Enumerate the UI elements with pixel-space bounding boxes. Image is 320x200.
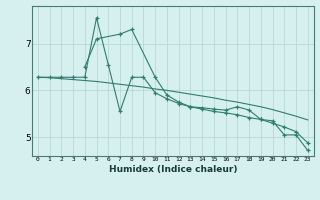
X-axis label: Humidex (Indice chaleur): Humidex (Indice chaleur): [108, 165, 237, 174]
